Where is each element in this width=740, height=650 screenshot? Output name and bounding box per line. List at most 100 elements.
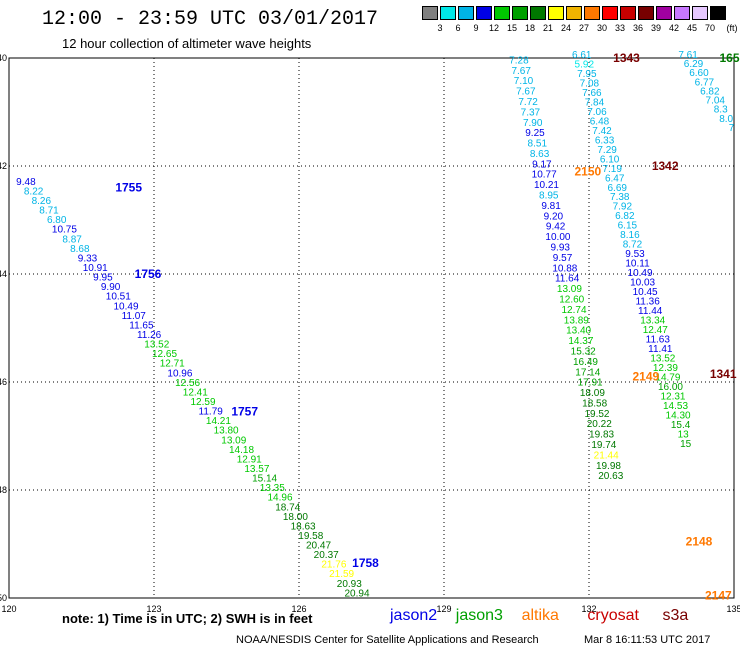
wave-height-value: 8.16 [620, 230, 640, 241]
wave-height-value: 10.45 [633, 287, 658, 298]
wave-height-value: 9.42 [546, 222, 566, 233]
wave-height-value: 8.87 [62, 234, 82, 245]
wave-height-value: 15.4 [671, 420, 691, 431]
wave-height-value: 11.07 [122, 311, 147, 322]
wave-height-value: 13.35 [260, 483, 285, 494]
color-scale-label: 39 [650, 23, 661, 33]
wave-height-value: 20.22 [587, 419, 612, 430]
wave-height-value: 7.42 [592, 126, 612, 137]
color-scale-box [710, 6, 726, 20]
generation-timestamp: Mar 8 16:11:53 UTC 2017 [584, 634, 711, 646]
latitude-tick-label: -50 [0, 593, 7, 603]
color-scale-label: 42 [668, 23, 679, 33]
wave-height-value: 7.04 [706, 96, 726, 107]
wave-height-value: 20.37 [314, 550, 339, 561]
wave-height-value: 7.37 [521, 107, 541, 118]
wave-height-value: 12.60 [559, 294, 584, 305]
wave-height-value: 7.67 [511, 66, 531, 77]
wave-height-value: 6.61 [572, 50, 592, 61]
wave-height-value: 8.51 [528, 139, 548, 150]
wave-height-value: 6.33 [595, 135, 615, 146]
pass-number-label: 1342 [652, 159, 679, 173]
wave-height-value: 21.76 [321, 560, 346, 571]
color-scale-label: 33 [614, 23, 625, 33]
wave-height-value: 6.48 [590, 116, 610, 127]
wave-height-value: 11.26 [137, 330, 162, 341]
color-scale-box [692, 6, 708, 20]
wave-height-value: 12.39 [653, 363, 678, 374]
color-scale-label: 24 [560, 23, 571, 33]
wave-height-value: 8.26 [32, 196, 52, 207]
map-frame [8, 57, 735, 599]
color-scale-box [584, 6, 600, 20]
color-scale-label: 21 [542, 23, 553, 33]
wave-height-value: 10.91 [83, 263, 108, 274]
color-scale-box [530, 6, 546, 20]
wave-height-value: 6.80 [47, 215, 67, 226]
color-scale-box [494, 6, 510, 20]
latitude-tick-label: -42 [0, 161, 7, 171]
wave-height-value: 7.28 [509, 55, 529, 66]
satellite-legend-s3a: s3a [662, 607, 689, 624]
wave-height-value: 7.90 [523, 118, 543, 129]
latitude-tick-label: -44 [0, 269, 7, 279]
color-scale-box [566, 6, 582, 20]
wave-height-value: 17.91 [578, 378, 603, 389]
wave-height-value: 7.95 [577, 69, 597, 80]
wave-height-value: 12.47 [643, 325, 668, 336]
color-scale-box [674, 6, 690, 20]
color-scale-label: 18 [524, 23, 535, 33]
wave-height-value: 5.92 [575, 59, 595, 70]
color-scale-label: 12 [488, 23, 499, 33]
wave-height-value: 13.34 [640, 316, 665, 327]
satellite-legend-jason2: jason2 [390, 607, 438, 624]
wave-height-value: 16.49 [573, 357, 598, 368]
wave-height-value: 14.79 [655, 372, 680, 383]
longitude-tick-label: 120 [1, 604, 16, 614]
wave-height-value: 6.77 [695, 77, 715, 88]
wave-height-value: 14.30 [666, 410, 691, 421]
color-scale-label: 70 [704, 23, 715, 33]
wave-height-value: 11.79 [199, 407, 224, 418]
wave-height-value: 12.41 [183, 387, 208, 398]
pass-number-label: 2147 [705, 588, 732, 602]
map-subtitle: 12 hour collection of altimeter wave hei… [62, 36, 312, 51]
color-scale-label: 45 [686, 23, 697, 33]
wave-height-value: 6.47 [605, 173, 625, 184]
wave-height-value: 13.09 [557, 284, 582, 295]
wave-height-value: 8.0 [719, 114, 733, 125]
longitude-tick-label: 129 [436, 604, 451, 614]
color-scale-label: 9 [473, 23, 479, 33]
wave-height-value: 9.57 [553, 253, 573, 264]
wave-height-value: 14.37 [568, 336, 593, 347]
wave-height-value: 10.49 [113, 301, 138, 312]
color-scale-box [422, 6, 438, 20]
color-scale-label: 3 [437, 23, 443, 33]
color-scale-box [476, 6, 492, 20]
wave-height-value: 15.32 [571, 346, 596, 357]
wave-height-value: 6.60 [689, 68, 709, 79]
color-scale-label: 30 [596, 23, 607, 33]
latitude-tick-label: -46 [0, 377, 7, 387]
wave-height-value: 10.03 [630, 278, 655, 289]
wave-height-value: 9.48 [16, 177, 36, 188]
wave-height-value: 9.20 [544, 211, 564, 222]
wave-height-value: 19.52 [584, 409, 609, 420]
color-scale-box [548, 6, 564, 20]
pass-number-label: 2149 [633, 370, 660, 384]
wave-height-value: 6.69 [607, 183, 627, 194]
wave-height-value: 7.29 [597, 145, 617, 156]
color-scale-box [620, 6, 636, 20]
wave-height-value: 10.77 [532, 170, 557, 181]
wave-height-value: 8.68 [70, 244, 90, 255]
wave-height-value: 7.72 [518, 97, 538, 108]
wave-height-value: 13.40 [566, 326, 591, 337]
color-scale-box [638, 6, 654, 20]
wave-height-value: 8.22 [24, 186, 44, 197]
wave-height-value: 15 [680, 439, 692, 450]
wave-height-value: 17.14 [575, 367, 600, 378]
wave-height-value: 8.95 [539, 191, 559, 202]
pass-number-label: 2150 [575, 164, 602, 178]
wave-height-value: 8.63 [530, 149, 550, 160]
